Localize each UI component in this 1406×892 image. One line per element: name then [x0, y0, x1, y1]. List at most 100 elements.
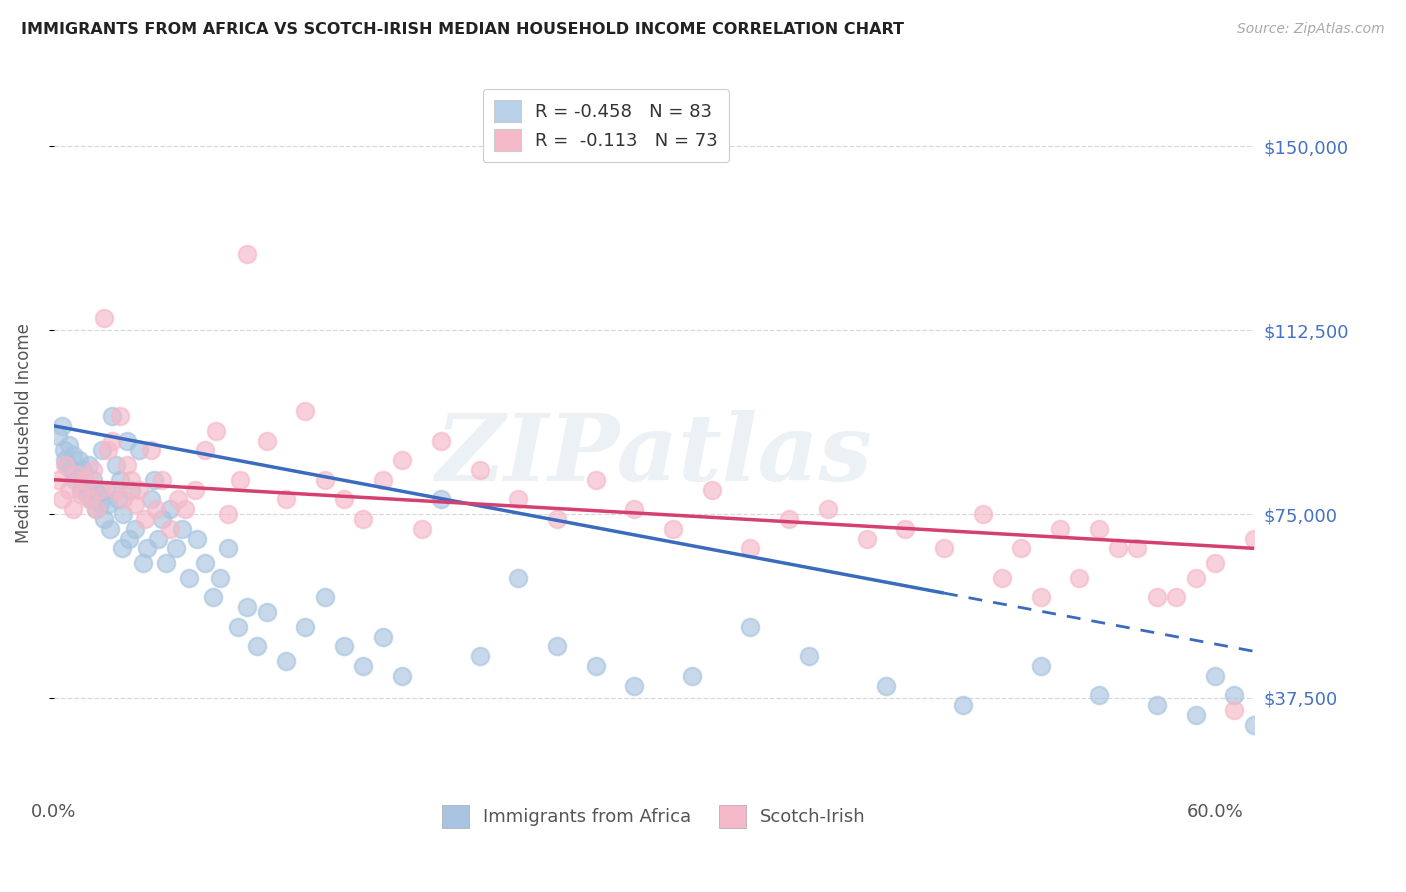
Point: [294, 404, 316, 418]
Point: [186, 532, 208, 546]
Point: [55, 458, 77, 472]
Point: [468, 463, 491, 477]
Point: [91, 443, 114, 458]
Point: [110, 541, 132, 556]
Point: [314, 591, 336, 605]
Point: [740, 541, 762, 556]
Point: [1243, 532, 1265, 546]
Point: [1146, 698, 1168, 713]
Point: [236, 247, 259, 261]
Point: [139, 443, 162, 458]
Point: [62, 502, 84, 516]
Point: [623, 502, 645, 516]
Point: [184, 483, 207, 497]
Point: [1184, 571, 1206, 585]
Point: [1126, 541, 1149, 556]
Point: [159, 502, 181, 516]
Point: [681, 669, 703, 683]
Point: [72, 463, 94, 477]
Point: [371, 473, 394, 487]
Point: [82, 463, 104, 477]
Point: [148, 532, 170, 546]
Point: [58, 438, 80, 452]
Point: [77, 458, 100, 472]
Point: [662, 522, 685, 536]
Point: [1166, 591, 1188, 605]
Point: [86, 502, 108, 516]
Point: [333, 640, 356, 654]
Point: [932, 541, 955, 556]
Point: [87, 487, 110, 501]
Point: [112, 492, 135, 507]
Point: [585, 473, 607, 487]
Point: [546, 640, 568, 654]
Point: [104, 483, 127, 497]
Point: [93, 512, 115, 526]
Point: [117, 434, 139, 448]
Point: [352, 659, 374, 673]
Point: [226, 620, 249, 634]
Point: [159, 522, 181, 536]
Point: [66, 467, 89, 482]
Point: [205, 424, 228, 438]
Point: [97, 497, 120, 511]
Point: [107, 492, 129, 507]
Point: [817, 502, 839, 516]
Point: [1223, 703, 1246, 717]
Point: [991, 571, 1014, 585]
Point: [83, 483, 105, 497]
Point: [972, 507, 994, 521]
Point: [104, 458, 127, 472]
Point: [76, 487, 98, 501]
Point: [51, 418, 73, 433]
Y-axis label: Median Household Income: Median Household Income: [15, 323, 32, 543]
Point: [294, 620, 316, 634]
Point: [46, 473, 69, 487]
Point: [1204, 669, 1226, 683]
Point: [391, 669, 413, 683]
Point: [150, 512, 173, 526]
Point: [155, 556, 177, 570]
Point: [112, 507, 135, 521]
Point: [194, 556, 217, 570]
Point: [63, 473, 86, 487]
Point: [546, 512, 568, 526]
Point: [124, 522, 146, 536]
Point: [740, 620, 762, 634]
Point: [174, 502, 197, 516]
Point: [60, 463, 83, 477]
Point: [228, 473, 250, 487]
Point: [143, 473, 166, 487]
Point: [166, 492, 188, 507]
Point: [132, 556, 155, 570]
Point: [274, 654, 297, 668]
Point: [1010, 541, 1032, 556]
Point: [352, 512, 374, 526]
Point: [1029, 659, 1052, 673]
Point: [508, 571, 530, 585]
Point: [108, 409, 131, 423]
Point: [101, 434, 124, 448]
Point: [86, 502, 108, 516]
Point: [1243, 717, 1265, 731]
Point: [170, 522, 193, 536]
Point: [70, 487, 93, 501]
Point: [894, 522, 917, 536]
Point: [333, 492, 356, 507]
Point: [56, 458, 79, 472]
Point: [700, 483, 723, 497]
Point: [201, 591, 224, 605]
Point: [46, 428, 69, 442]
Point: [73, 477, 96, 491]
Point: [411, 522, 433, 536]
Text: ZIPatlas: ZIPatlas: [436, 409, 872, 500]
Point: [855, 532, 877, 546]
Point: [66, 467, 89, 482]
Point: [1069, 571, 1091, 585]
Point: [150, 473, 173, 487]
Point: [430, 492, 453, 507]
Point: [585, 659, 607, 673]
Text: IMMIGRANTS FROM AFRICA VS SCOTCH-IRISH MEDIAN HOUSEHOLD INCOME CORRELATION CHART: IMMIGRANTS FROM AFRICA VS SCOTCH-IRISH M…: [21, 22, 904, 37]
Point: [89, 497, 111, 511]
Point: [1146, 591, 1168, 605]
